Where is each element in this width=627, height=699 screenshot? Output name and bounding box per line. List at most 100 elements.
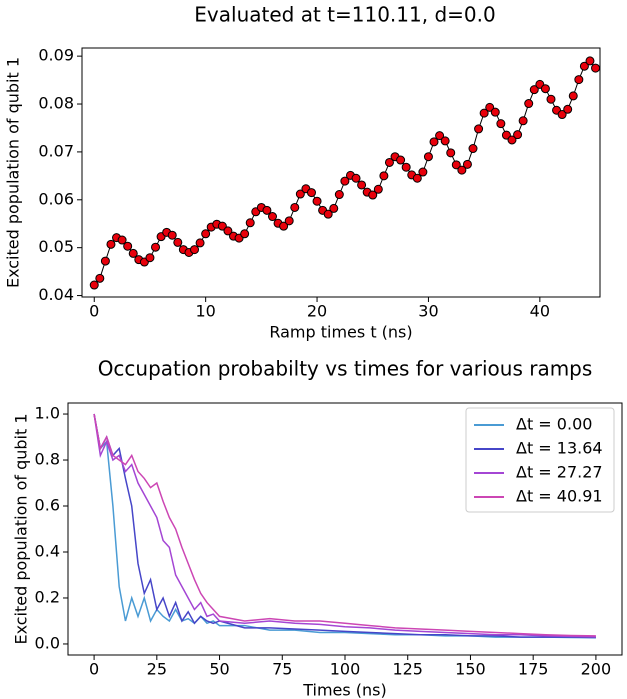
y-tick-label: 0.8 <box>35 450 60 469</box>
data-point <box>418 167 428 177</box>
y-tick-label: 0.06 <box>38 189 74 208</box>
data-point <box>173 237 183 247</box>
y-tick-label: 0.4 <box>35 541 60 560</box>
data-point <box>540 84 550 94</box>
data-point <box>468 144 478 154</box>
data-point <box>245 218 255 228</box>
x-tick-label: 75 <box>272 660 292 679</box>
data-point <box>128 248 138 258</box>
x-tick-label: 125 <box>392 660 423 679</box>
data-point <box>117 235 127 245</box>
y-tick-label: 0.2 <box>35 587 60 606</box>
data-point <box>423 152 433 162</box>
x-tick-label: 100 <box>330 660 361 679</box>
data-point <box>401 162 411 172</box>
data-point <box>574 75 584 85</box>
data-point <box>306 188 316 198</box>
x-tick-label: 10 <box>195 302 215 321</box>
x-tick-label: 40 <box>530 302 550 321</box>
y-tick-label: 1.0 <box>35 404 60 423</box>
data-point <box>368 190 378 200</box>
data-point <box>579 61 589 71</box>
plot-frame <box>67 402 623 656</box>
data-point <box>329 203 339 213</box>
x-axis-label: Ramp times t (ns) <box>269 323 412 342</box>
data-line <box>93 413 596 639</box>
data-point <box>106 239 116 249</box>
data-point <box>190 245 200 255</box>
data-point <box>284 216 294 226</box>
data-line <box>93 413 596 639</box>
data-point <box>563 104 573 114</box>
data-point <box>474 124 484 134</box>
data-point <box>446 148 456 158</box>
y-tick-label: 0.07 <box>38 141 74 160</box>
data-point <box>585 56 595 66</box>
y-axis-label: Excited population of qubit 1 <box>4 57 23 288</box>
x-tick-label: 175 <box>518 660 549 679</box>
data-point <box>457 165 467 175</box>
data-point <box>357 180 367 190</box>
plot-frame <box>81 47 601 298</box>
data-point <box>396 155 406 165</box>
data-point <box>262 205 272 215</box>
y-tick-label: 0.04 <box>38 285 74 304</box>
legend-label: Δt = 27.27 <box>516 463 603 482</box>
x-tick-label: 20 <box>307 302 327 321</box>
legend: Δt = 0.00 Δt = 13.64 Δt = 27.27 Δt = 40.91 <box>465 407 615 513</box>
chart-title: Evaluated at t=110.11, d=0.0 <box>194 3 495 27</box>
data-point <box>412 173 422 183</box>
y-tick-label: 0.0 <box>35 633 60 652</box>
data-point <box>529 85 539 95</box>
data-point <box>351 173 361 183</box>
data-point <box>384 157 394 167</box>
x-tick-label: 150 <box>455 660 486 679</box>
x-tick-label: 0 <box>89 302 99 321</box>
data-point <box>217 221 227 231</box>
x-tick-label: 200 <box>581 660 612 679</box>
data-point <box>195 238 205 248</box>
legend-label: Δt = 0.00 <box>516 415 592 434</box>
data-point <box>123 241 133 251</box>
data-point <box>167 230 177 240</box>
data-point <box>295 189 305 199</box>
data-point <box>518 116 528 126</box>
data-point <box>485 102 495 112</box>
data-line <box>93 413 596 638</box>
data-point <box>513 130 523 140</box>
data-point <box>223 226 233 236</box>
data-line <box>93 413 596 637</box>
legend-label: Δt = 13.64 <box>516 439 603 458</box>
data-point <box>496 119 506 129</box>
chart-title: Occupation probabilty vs times for vario… <box>98 357 593 381</box>
y-tick-label: 0.09 <box>38 46 74 65</box>
data-point <box>89 280 99 290</box>
data-point <box>524 99 534 109</box>
y-tick-label: 0.05 <box>38 237 74 256</box>
data-point <box>145 253 155 263</box>
data-point <box>429 137 439 147</box>
y-tick-label: 0.08 <box>38 94 74 113</box>
x-tick-label: 30 <box>418 302 438 321</box>
data-point <box>568 91 578 101</box>
data-point <box>267 212 277 222</box>
legend-label: Δt = 40.91 <box>516 487 603 506</box>
data-point <box>290 202 300 212</box>
data-point <box>334 190 344 200</box>
data-point <box>201 229 211 239</box>
y-tick-label: 0.6 <box>35 496 60 515</box>
data-line <box>93 60 596 286</box>
data-point <box>507 135 517 145</box>
data-point <box>501 130 511 140</box>
data-point <box>373 184 383 194</box>
data-point <box>323 209 333 219</box>
data-point <box>151 242 161 252</box>
data-point <box>95 273 105 283</box>
data-point <box>312 196 322 206</box>
data-point <box>557 110 567 120</box>
data-point <box>379 171 389 181</box>
legend-box <box>465 407 615 513</box>
data-point <box>340 176 350 186</box>
data-point <box>451 160 461 170</box>
